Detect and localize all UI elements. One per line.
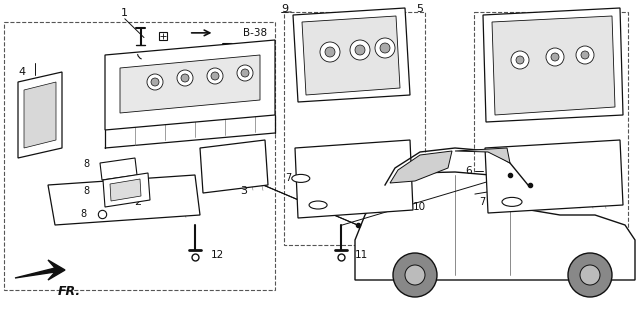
Ellipse shape bbox=[292, 174, 310, 182]
Text: 8: 8 bbox=[80, 209, 86, 219]
Polygon shape bbox=[48, 175, 200, 225]
Text: 7: 7 bbox=[479, 197, 485, 207]
Text: 9: 9 bbox=[282, 4, 289, 14]
Text: 1: 1 bbox=[122, 8, 128, 18]
Circle shape bbox=[511, 51, 529, 69]
Circle shape bbox=[546, 48, 564, 66]
Polygon shape bbox=[390, 151, 452, 183]
Circle shape bbox=[211, 72, 219, 80]
Circle shape bbox=[581, 51, 589, 59]
Text: 5: 5 bbox=[416, 4, 422, 14]
Text: 7: 7 bbox=[301, 200, 307, 210]
Polygon shape bbox=[302, 16, 400, 95]
Text: 10: 10 bbox=[413, 202, 426, 212]
Bar bbox=[284, 12, 425, 245]
Circle shape bbox=[380, 43, 390, 53]
Circle shape bbox=[177, 70, 193, 86]
Polygon shape bbox=[105, 40, 275, 130]
Circle shape bbox=[568, 253, 612, 297]
Polygon shape bbox=[110, 179, 141, 201]
Polygon shape bbox=[103, 173, 150, 207]
Circle shape bbox=[147, 74, 163, 90]
Polygon shape bbox=[120, 55, 260, 113]
Text: FR.: FR. bbox=[58, 285, 81, 298]
Circle shape bbox=[516, 56, 524, 64]
Text: 8: 8 bbox=[83, 186, 90, 196]
Circle shape bbox=[405, 265, 425, 285]
Circle shape bbox=[576, 46, 594, 64]
Text: B-38: B-38 bbox=[243, 28, 268, 38]
Text: 8: 8 bbox=[83, 159, 90, 169]
Polygon shape bbox=[492, 16, 615, 115]
Circle shape bbox=[241, 69, 249, 77]
Circle shape bbox=[207, 68, 223, 84]
Circle shape bbox=[375, 38, 395, 58]
Ellipse shape bbox=[309, 201, 327, 209]
Text: 3: 3 bbox=[240, 186, 247, 196]
Polygon shape bbox=[15, 260, 65, 280]
Text: 12: 12 bbox=[211, 250, 225, 260]
Text: 7: 7 bbox=[285, 173, 291, 183]
Text: 6: 6 bbox=[466, 166, 472, 176]
Circle shape bbox=[181, 74, 189, 82]
Polygon shape bbox=[100, 158, 137, 180]
Ellipse shape bbox=[502, 198, 522, 206]
Bar bbox=[474, 12, 628, 250]
Circle shape bbox=[580, 265, 600, 285]
Polygon shape bbox=[485, 140, 623, 213]
Text: 11: 11 bbox=[355, 250, 369, 260]
Bar bbox=[4, 22, 275, 290]
Polygon shape bbox=[483, 8, 623, 122]
Circle shape bbox=[350, 40, 370, 60]
Circle shape bbox=[237, 65, 253, 81]
Polygon shape bbox=[200, 140, 268, 193]
Circle shape bbox=[551, 53, 559, 61]
Circle shape bbox=[355, 45, 365, 55]
Circle shape bbox=[393, 253, 437, 297]
Text: 4: 4 bbox=[19, 67, 26, 77]
Circle shape bbox=[320, 42, 340, 62]
Polygon shape bbox=[455, 148, 510, 163]
Text: 2: 2 bbox=[134, 197, 141, 207]
Circle shape bbox=[325, 47, 335, 57]
Polygon shape bbox=[293, 8, 410, 102]
Polygon shape bbox=[24, 82, 56, 148]
Circle shape bbox=[151, 78, 159, 86]
Polygon shape bbox=[18, 72, 62, 158]
Polygon shape bbox=[295, 140, 413, 218]
Polygon shape bbox=[355, 172, 635, 280]
